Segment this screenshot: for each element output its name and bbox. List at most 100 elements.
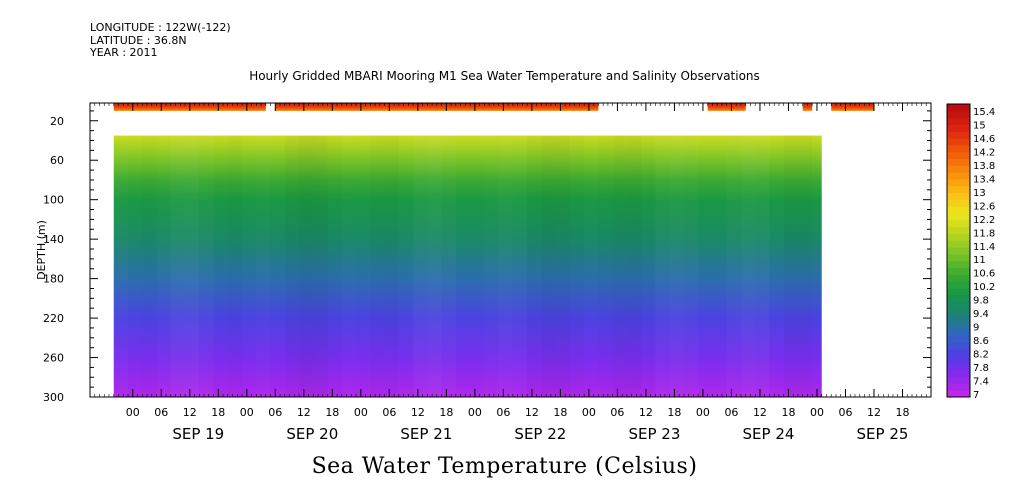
colorbar-label: 14.6 <box>973 134 995 145</box>
field-texture <box>370 136 384 397</box>
field-texture <box>157 136 171 397</box>
colorbar-swatch <box>947 294 970 303</box>
colorbar-swatch <box>947 274 970 282</box>
colorbar-swatch <box>947 219 970 228</box>
field-texture <box>812 136 826 397</box>
x-tick-label: 06 <box>496 406 510 419</box>
plot-frame <box>89 102 932 398</box>
field-texture <box>698 136 712 397</box>
colorbar-label: 9.4 <box>973 309 989 320</box>
y-tick-label: 100 <box>43 194 64 207</box>
colorbar-swatch <box>947 131 970 139</box>
colorbar-swatch <box>947 117 970 125</box>
latitude-label: LATITUDE : 36.8N <box>90 33 187 47</box>
colorbar-swatch <box>947 151 970 160</box>
colorbar-label: 13 <box>973 188 986 199</box>
field-texture <box>342 136 356 397</box>
colorbar-swatch <box>947 240 970 248</box>
y-tick-label: 180 <box>43 273 64 286</box>
field-texture <box>385 136 399 397</box>
x-day-label: SEP 24 <box>743 425 795 443</box>
field-texture <box>613 136 627 397</box>
colorbar-label: 13.4 <box>973 174 995 185</box>
x-day-label: SEP 20 <box>286 425 338 443</box>
x-tick-label: 12 <box>753 406 767 419</box>
field-texture <box>499 136 513 397</box>
surface-band-segment <box>275 103 599 111</box>
y-tick-label: 260 <box>43 352 64 365</box>
x-tick-label: 12 <box>297 406 311 419</box>
x-tick-label: 06 <box>382 406 396 419</box>
field-texture <box>798 136 812 397</box>
colorbar-label: 15.4 <box>973 107 995 118</box>
field-texture <box>399 136 413 397</box>
colorbar-swatch <box>947 287 970 296</box>
x-tick-label: 00 <box>126 406 140 419</box>
colorbar-label: 10.2 <box>973 282 995 293</box>
colorbar-swatch <box>947 369 970 378</box>
temperature-field <box>113 135 822 397</box>
colorbar-label: 9 <box>973 323 979 334</box>
y-tick-label: 20 <box>50 115 64 128</box>
x-day-label: SEP 22 <box>514 425 566 443</box>
x-tick-label: 06 <box>268 406 282 419</box>
field-texture <box>228 136 242 397</box>
x-tick-label: 06 <box>838 406 852 419</box>
colorbar-swatch <box>947 144 970 153</box>
x-tick-label: 00 <box>240 406 254 419</box>
field-texture <box>413 136 427 397</box>
colorbar-swatch <box>947 301 970 309</box>
colorbar-label: 7 <box>973 390 979 401</box>
colorbar-label: 8.2 <box>973 350 989 361</box>
field-texture <box>285 136 299 397</box>
field-texture <box>727 136 741 397</box>
colorbar-swatch <box>947 233 970 241</box>
colorbar-swatch <box>947 178 970 187</box>
colorbar-label: 7.4 <box>973 377 989 388</box>
colorbar-swatch <box>947 342 970 350</box>
field-texture <box>527 136 541 397</box>
x-tick-label: 06 <box>610 406 624 419</box>
field-texture <box>214 136 228 397</box>
x-day-label: SEP 19 <box>172 425 224 443</box>
surface-band-segment <box>802 103 813 111</box>
colorbar-swatch <box>947 213 970 221</box>
colorbar-swatch <box>947 390 970 398</box>
colorbar-swatch <box>947 376 970 384</box>
colorbar-frame <box>946 103 971 398</box>
colorbar-swatch <box>947 158 970 166</box>
x-day-label: SEP 21 <box>400 425 452 443</box>
colorbar-swatch <box>947 335 970 343</box>
colorbar-label: 13.8 <box>973 161 995 172</box>
field-texture <box>740 135 756 397</box>
field-texture <box>570 136 584 397</box>
colorbar-label: 11.8 <box>973 228 995 239</box>
colorbar-swatch <box>947 206 970 214</box>
field-texture <box>513 136 527 397</box>
colorbar-label: 10.6 <box>973 269 995 280</box>
colorbar-swatch <box>947 104 970 112</box>
x-tick-label: 18 <box>211 406 225 419</box>
field-texture <box>784 136 798 397</box>
colorbar-swatch <box>947 124 970 132</box>
colorbar-label: 9.8 <box>973 296 989 307</box>
x-tick-label: 00 <box>582 406 596 419</box>
field-texture <box>199 136 213 397</box>
field-texture <box>598 136 612 397</box>
mooring-metadata: LONGITUDE : 122W(-122) LATITUDE : 36.8N … <box>90 21 231 60</box>
colorbar-label: 11.4 <box>973 242 995 253</box>
colorbar-swatch <box>947 267 970 275</box>
y-tick-label: 220 <box>43 312 64 325</box>
x-axis-title: Sea Water Temperature (Celsius) <box>311 454 698 479</box>
x-tick-label: 12 <box>525 406 539 419</box>
colorbar-swatch <box>947 315 970 323</box>
field-texture <box>356 136 370 397</box>
x-tick-label: 00 <box>468 406 482 419</box>
colorbar-swatch <box>947 356 970 364</box>
colorbar-swatch <box>947 253 970 262</box>
field-texture <box>627 136 641 397</box>
x-tick-label: 06 <box>724 406 738 419</box>
x-tick-label: 00 <box>354 406 368 419</box>
x-tick-label: 18 <box>667 406 681 419</box>
